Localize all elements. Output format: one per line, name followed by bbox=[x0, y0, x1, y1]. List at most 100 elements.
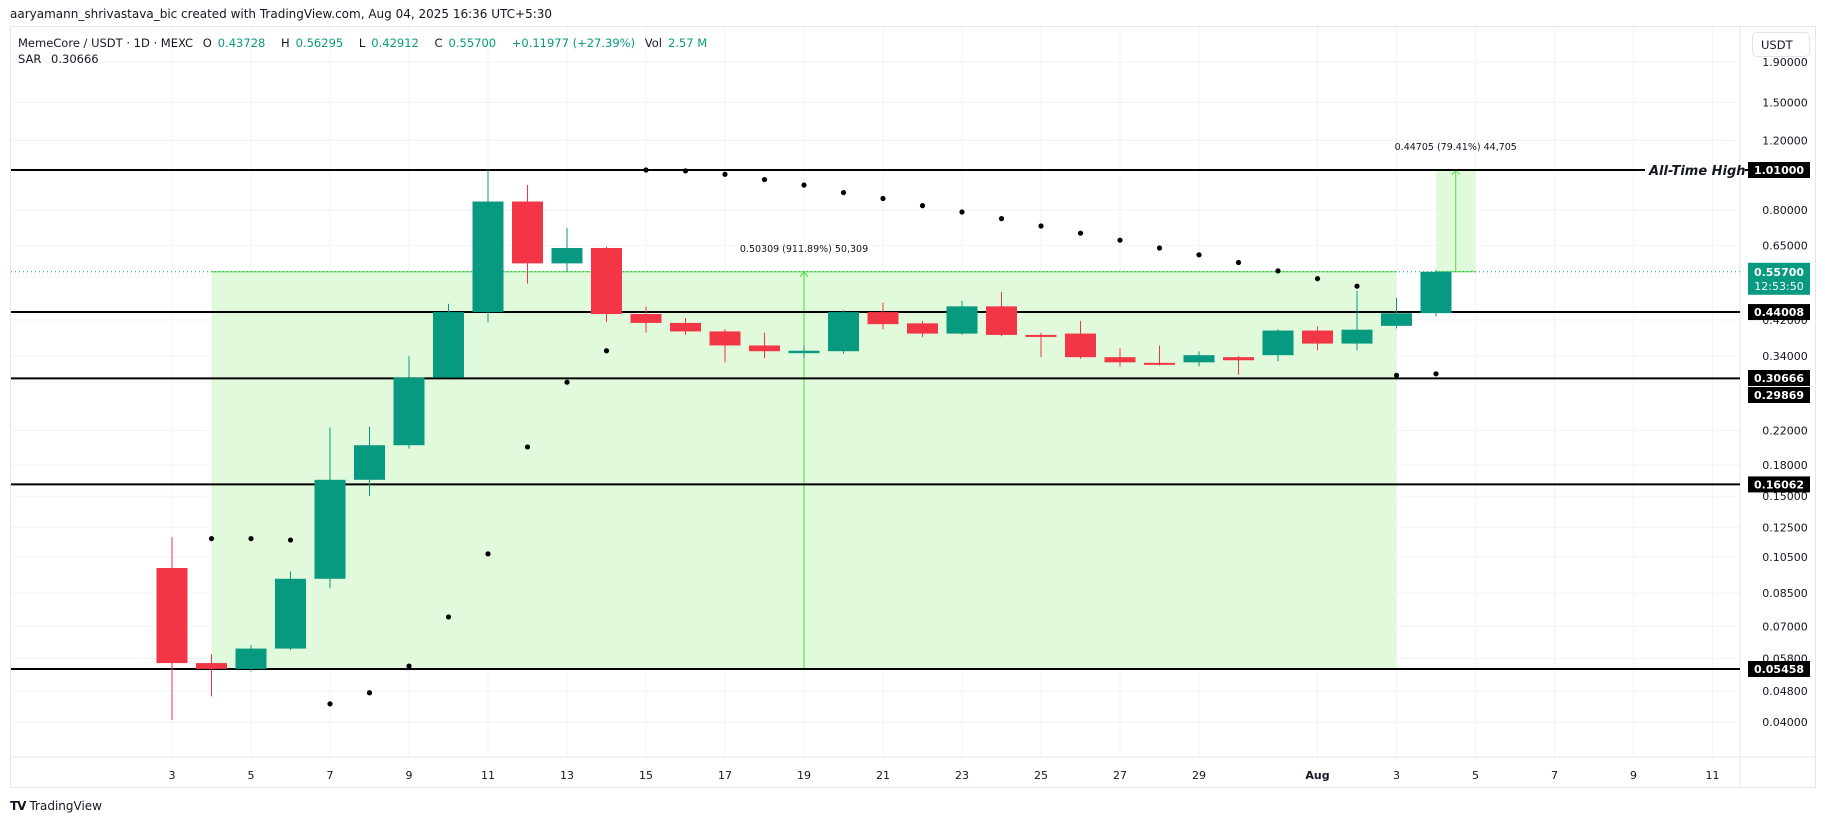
candles bbox=[156, 170, 1452, 721]
time-tick: 5 bbox=[1472, 769, 1479, 782]
high-label: H bbox=[280, 36, 290, 50]
price-tick: 0.04000 bbox=[1762, 716, 1808, 729]
candle-up bbox=[1262, 330, 1294, 356]
chart-frame bbox=[10, 26, 1816, 788]
candle-down bbox=[907, 323, 938, 334]
price-tick: 0.22000 bbox=[1762, 425, 1808, 438]
horizontal-levels: All-Time High bbox=[11, 164, 1749, 670]
candle-down bbox=[1065, 333, 1096, 358]
high-value: 0.56295 bbox=[295, 36, 344, 50]
candle-down bbox=[749, 345, 780, 352]
time-tick: 21 bbox=[876, 769, 890, 782]
time-axis: 3 5 7 9 11 13 15 17 19 21 23 25 27 29 Aug 3 5 7 9 11 bbox=[169, 769, 1720, 782]
low-value: 0.42912 bbox=[371, 36, 419, 50]
candle-down bbox=[196, 663, 227, 669]
sar-dot bbox=[1156, 245, 1163, 251]
price-tick: 0.34000 bbox=[1762, 350, 1808, 363]
measurement-label: 0.50309 (911.89%) 50,309 bbox=[740, 244, 868, 255]
last-price-label bbox=[1748, 262, 1810, 295]
time-tick: 9 bbox=[406, 769, 413, 782]
candle-up bbox=[828, 312, 859, 352]
svg-text:0.55700: 0.55700 bbox=[1754, 266, 1804, 279]
candle-down bbox=[512, 201, 543, 264]
sar-dot bbox=[1038, 223, 1044, 229]
price-level-label bbox=[1748, 162, 1810, 178]
sar-dot bbox=[1196, 252, 1202, 258]
candle-down bbox=[1144, 362, 1175, 365]
sar-value: 0.30666 bbox=[51, 52, 99, 66]
chart-legend: MemeCore / USDT · 1D · MEXC O 0.43728 H 0.… bbox=[18, 35, 713, 67]
all-time-high-label: All-Time High bbox=[1648, 164, 1746, 179]
price-tick: 0.10500 bbox=[1762, 551, 1808, 564]
sar-dot bbox=[959, 209, 965, 215]
sar-dot bbox=[1354, 283, 1360, 289]
candle-down bbox=[670, 322, 701, 332]
tradingview-logo[interactable]: TV TradingView bbox=[10, 799, 102, 813]
candle-up bbox=[354, 445, 385, 480]
candle-down bbox=[156, 568, 188, 664]
svg-text:0.05458: 0.05458 bbox=[1754, 663, 1804, 676]
candle-up bbox=[235, 648, 267, 669]
svg-text:0.16062: 0.16062 bbox=[1754, 478, 1804, 491]
svg-text:0.44008: 0.44008 bbox=[1754, 306, 1804, 319]
sar-dot bbox=[327, 701, 333, 707]
close-value: 0.55700 bbox=[448, 36, 497, 50]
candle-up bbox=[314, 479, 346, 579]
candle-up bbox=[551, 248, 583, 264]
sar-dot bbox=[998, 216, 1005, 222]
candle-up bbox=[275, 578, 306, 649]
time-tick: 7 bbox=[327, 769, 334, 782]
time-tick: 17 bbox=[718, 769, 732, 782]
sar-dot bbox=[603, 348, 610, 354]
price-tick: 1.50000 bbox=[1762, 96, 1808, 109]
price-level-label bbox=[1748, 387, 1810, 403]
price-tick: 0.18000 bbox=[1762, 459, 1808, 472]
sar-dot bbox=[761, 176, 768, 183]
candle-down bbox=[1302, 330, 1333, 344]
sar-line[interactable]: SAR 0.30666 bbox=[18, 51, 713, 67]
sar-dot bbox=[1235, 259, 1242, 266]
sar-dot bbox=[406, 663, 412, 669]
candle-up bbox=[946, 306, 978, 334]
volume-label: Vol bbox=[644, 36, 662, 50]
sar-dot bbox=[682, 168, 689, 174]
candle-down bbox=[709, 331, 741, 346]
sar-dot bbox=[208, 535, 215, 542]
time-tick: 11 bbox=[1706, 769, 1720, 782]
symbol-title[interactable]: MemeCore / USDT · 1D · MEXC bbox=[18, 36, 194, 50]
candle-down bbox=[867, 312, 899, 325]
time-tick: 7 bbox=[1551, 769, 1558, 782]
price-tick: 0.07000 bbox=[1762, 620, 1808, 633]
sar-dot bbox=[840, 189, 847, 196]
symbol-line: MemeCore / USDT · 1D · MEXC O 0.43728 H 0.… bbox=[18, 35, 713, 51]
time-tick: 5 bbox=[248, 769, 255, 782]
sar-dot bbox=[643, 167, 649, 173]
sar-dot bbox=[880, 195, 886, 202]
sar-dot bbox=[248, 535, 254, 542]
chart-credit: aaryamann_shrivastava_bic created with T… bbox=[10, 7, 553, 21]
price-tick: 0.12500 bbox=[1762, 521, 1808, 534]
sar-label: SAR bbox=[18, 52, 42, 66]
candle-down bbox=[986, 306, 1017, 335]
svg-text:0.29869: 0.29869 bbox=[1754, 389, 1804, 402]
candle-up bbox=[1341, 329, 1373, 344]
time-tick: 15 bbox=[639, 769, 653, 782]
sar-dot bbox=[1314, 276, 1321, 282]
sar-dot bbox=[919, 203, 926, 209]
tradingview-brand: TradingView bbox=[29, 799, 102, 813]
candle-down bbox=[1025, 334, 1057, 337]
currency-button[interactable]: USDT bbox=[1752, 32, 1810, 57]
time-tick: 9 bbox=[1630, 769, 1637, 782]
time-tick: 27 bbox=[1113, 769, 1127, 782]
open-value: 0.43728 bbox=[217, 36, 266, 50]
price-tick: 1.20000 bbox=[1762, 135, 1808, 148]
low-label: L bbox=[358, 36, 366, 50]
candle-up bbox=[1183, 355, 1215, 363]
sar-dot bbox=[1433, 371, 1439, 377]
price-tick: 1.90000 bbox=[1762, 56, 1808, 69]
tradingview-logo-icon: TV bbox=[10, 799, 27, 813]
time-tick: 25 bbox=[1034, 769, 1048, 782]
sar-dot bbox=[1393, 372, 1400, 378]
time-tick: 3 bbox=[169, 769, 176, 782]
